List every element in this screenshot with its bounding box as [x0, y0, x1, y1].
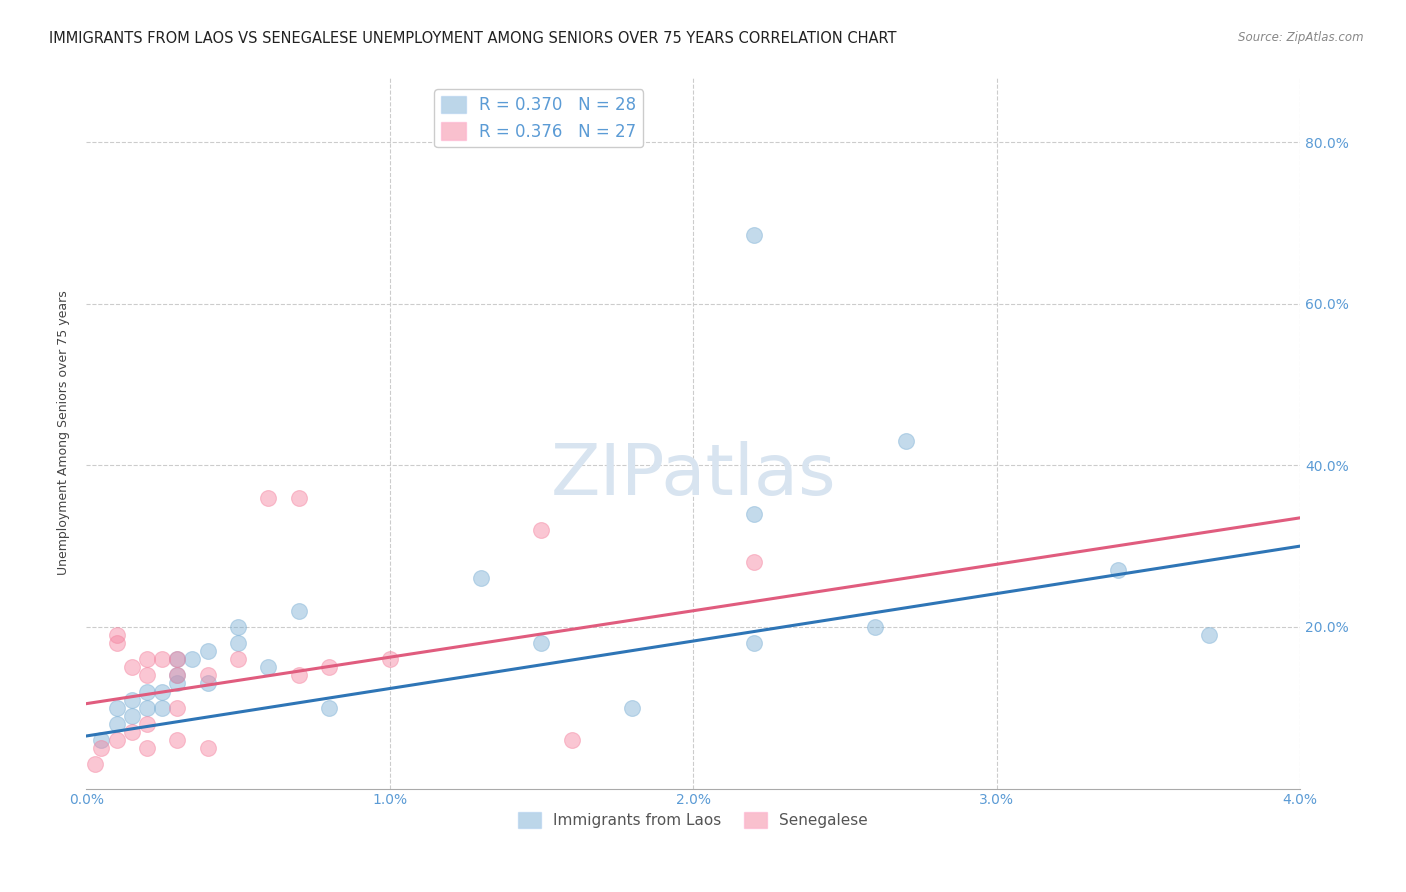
- Point: [150, 652, 173, 666]
- Point: [197, 741, 219, 756]
- Point: [135, 684, 157, 698]
- Text: Source: ZipAtlas.com: Source: ZipAtlas.com: [1239, 31, 1364, 45]
- Point: [166, 700, 188, 714]
- Point: [318, 660, 340, 674]
- Point: [135, 741, 157, 756]
- Point: [166, 733, 188, 747]
- Point: [135, 652, 157, 666]
- Legend: Immigrants from Laos, Senegalese: Immigrants from Laos, Senegalese: [512, 806, 875, 834]
- Point: [1107, 563, 1129, 577]
- Point: [105, 733, 128, 747]
- Text: ZIPatlas: ZIPatlas: [550, 442, 837, 510]
- Point: [166, 668, 188, 682]
- Point: [530, 636, 553, 650]
- Point: [742, 507, 765, 521]
- Point: [530, 523, 553, 537]
- Point: [742, 555, 765, 569]
- Point: [150, 700, 173, 714]
- Point: [742, 636, 765, 650]
- Point: [121, 725, 143, 739]
- Point: [197, 668, 219, 682]
- Point: [121, 692, 143, 706]
- Point: [150, 684, 173, 698]
- Point: [181, 652, 204, 666]
- Point: [470, 571, 492, 585]
- Y-axis label: Unemployment Among Seniors over 75 years: Unemployment Among Seniors over 75 years: [58, 291, 70, 575]
- Point: [257, 491, 280, 505]
- Point: [166, 652, 188, 666]
- Point: [135, 700, 157, 714]
- Point: [287, 668, 309, 682]
- Text: IMMIGRANTS FROM LAOS VS SENEGALESE UNEMPLOYMENT AMONG SENIORS OVER 75 YEARS CORR: IMMIGRANTS FROM LAOS VS SENEGALESE UNEMP…: [49, 31, 897, 46]
- Point: [105, 636, 128, 650]
- Point: [742, 227, 765, 242]
- Point: [197, 644, 219, 658]
- Point: [166, 676, 188, 690]
- Point: [287, 604, 309, 618]
- Point: [197, 676, 219, 690]
- Point: [318, 700, 340, 714]
- Point: [226, 652, 249, 666]
- Point: [90, 733, 112, 747]
- Point: [894, 434, 917, 448]
- Point: [257, 660, 280, 674]
- Point: [378, 652, 401, 666]
- Point: [226, 636, 249, 650]
- Point: [166, 668, 188, 682]
- Point: [105, 700, 128, 714]
- Point: [561, 733, 583, 747]
- Point: [135, 717, 157, 731]
- Point: [84, 757, 107, 772]
- Point: [1198, 628, 1220, 642]
- Point: [121, 660, 143, 674]
- Point: [121, 708, 143, 723]
- Point: [287, 491, 309, 505]
- Point: [226, 620, 249, 634]
- Point: [135, 668, 157, 682]
- Point: [621, 700, 644, 714]
- Point: [105, 628, 128, 642]
- Point: [166, 652, 188, 666]
- Point: [105, 717, 128, 731]
- Point: [863, 620, 886, 634]
- Point: [90, 741, 112, 756]
